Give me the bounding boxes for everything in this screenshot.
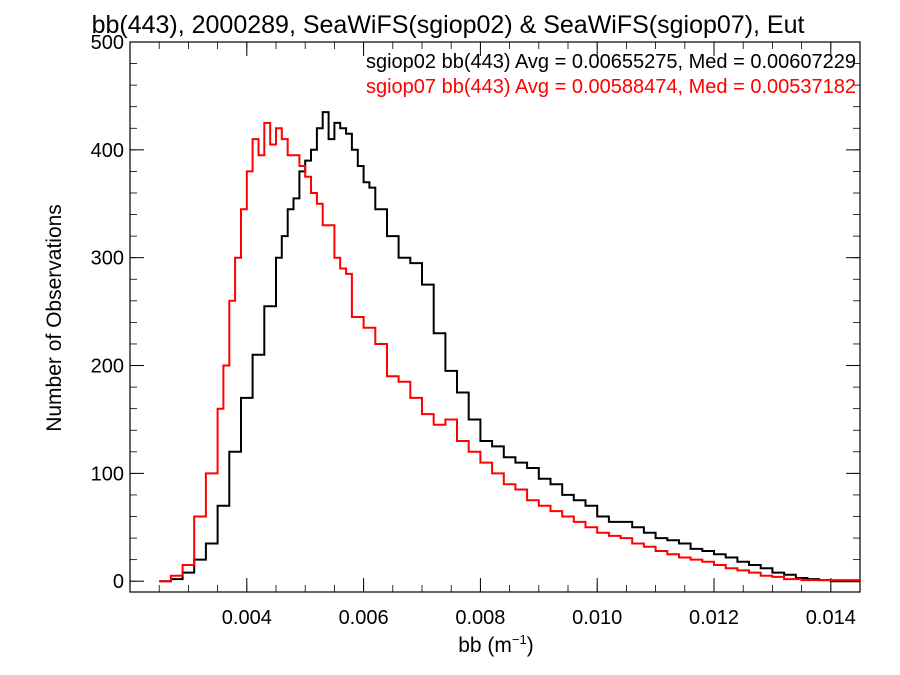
y-tick-label: 500 xyxy=(91,32,124,54)
x-axis-label-tail: ) xyxy=(527,634,534,657)
y-tick-label: 0 xyxy=(113,571,124,593)
x-tick-label: 0.004 xyxy=(222,607,272,629)
y-tick-label: 200 xyxy=(91,356,124,378)
x-axis-label: bb (m−1) xyxy=(458,632,534,657)
y-tick-label: 300 xyxy=(91,248,124,270)
x-tick-label: 0.014 xyxy=(806,607,856,629)
legend: sgiop02 bb(443) Avg = 0.00655275, Med = … xyxy=(366,51,856,98)
x-tick-label: 0.012 xyxy=(689,607,739,629)
plot-frame xyxy=(129,41,861,593)
y-tick-label: 400 xyxy=(91,140,124,162)
x-tick-label: 0.006 xyxy=(339,607,389,629)
x-axis-label-base: bb (m xyxy=(458,634,512,657)
series-lines xyxy=(159,111,861,583)
x-tick-label: 0.008 xyxy=(455,607,505,629)
x-axis-label-superscript: −1 xyxy=(512,632,527,647)
chart-title: bb(443), 2000289, SeaWiFS(sgiop02) & Sea… xyxy=(92,11,805,39)
series-line-1 xyxy=(159,111,860,583)
series-line-2 xyxy=(159,121,861,583)
x-tick-label: 0.010 xyxy=(572,607,622,629)
legend-entry-2: sgiop07 bb(443) Avg = 0.00588474, Med = … xyxy=(366,76,856,98)
y-axis-label: Number of Observations xyxy=(43,204,66,432)
legend-entry-1: sgiop02 bb(443) Avg = 0.00655275, Med = … xyxy=(366,51,856,73)
y-tick-label: 100 xyxy=(91,463,124,485)
axes: 0.004 0.006 0.008 0.010 0.012 0.014 0 100 200 300… xyxy=(91,32,861,629)
